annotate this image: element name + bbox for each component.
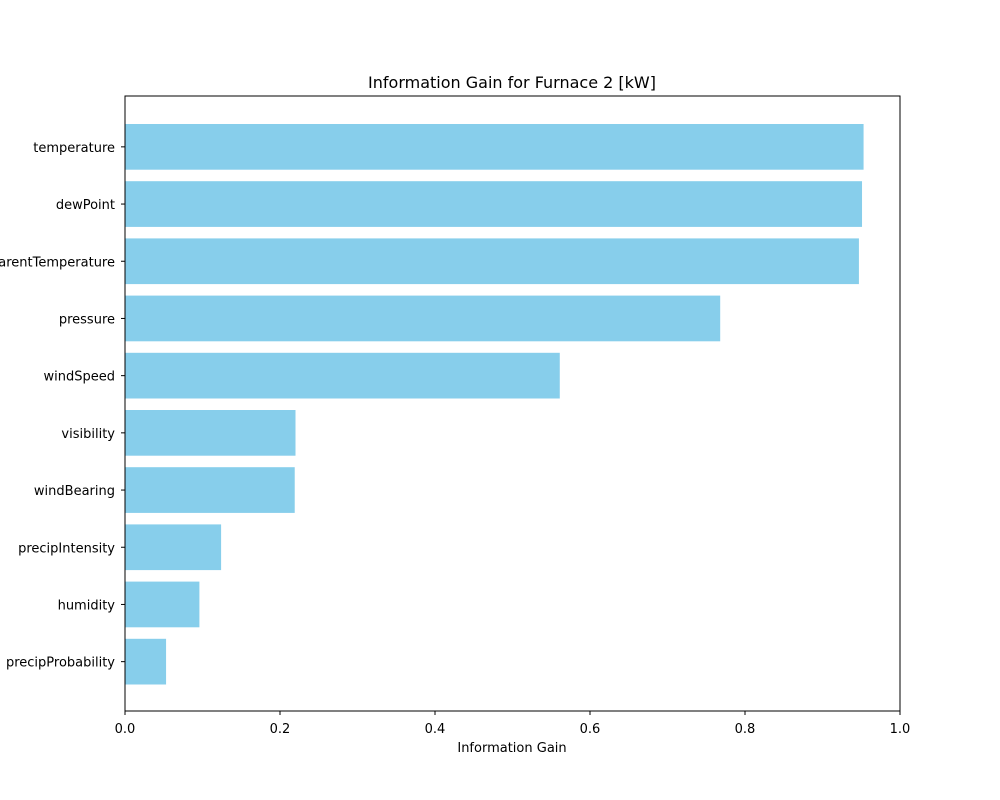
bar-precipProbability: [125, 638, 167, 685]
bars: [125, 124, 864, 685]
y-tick-label-temperature: temperature: [33, 141, 115, 156]
bar-humidity: [125, 581, 200, 628]
y-tick-label-visibility: visibility: [61, 427, 115, 442]
bar-apparentTemperature: [125, 238, 859, 285]
y-tick-label-dewPoint: dewPoint: [56, 198, 115, 213]
x-tick-label-5: 1.0: [890, 722, 911, 737]
y-axis-ticks: temperature dewPoint apparentTemperature pr…: [0, 141, 125, 671]
x-tick-label-4: 0.8: [735, 722, 756, 737]
x-axis-label: Information Gain: [457, 741, 566, 756]
x-tick-label-1: 0.2: [270, 722, 291, 737]
bar-temperature: [125, 124, 864, 170]
y-tick-label-pressure: pressure: [59, 312, 115, 327]
bar-windBearing: [125, 467, 295, 513]
bar-visibility: [125, 410, 296, 456]
x-tick-label-2: 0.4: [425, 722, 446, 737]
x-tick-label-0: 0.0: [115, 722, 136, 737]
bar-dewPoint: [125, 181, 863, 227]
bar-pressure: [125, 295, 721, 342]
x-tick-label-3: 0.6: [580, 722, 601, 737]
y-tick-label-apparentTemperature: apparentTemperature: [0, 255, 115, 270]
chart-title: Information Gain for Furnace 2 [kW]: [368, 73, 656, 92]
y-tick-label-humidity: humidity: [58, 598, 116, 613]
bar-precipIntensity: [125, 524, 222, 571]
bar-windSpeed: [125, 352, 560, 399]
x-axis-ticks: 0.0 0.2 0.4 0.6 0.8 1.0: [115, 711, 911, 737]
y-tick-label-precipIntensity: precipIntensity: [18, 541, 115, 556]
y-tick-label-windSpeed: windSpeed: [44, 370, 116, 385]
plot-frame: [124, 95, 901, 712]
y-tick-label-windBearing: windBearing: [34, 484, 115, 499]
y-tick-label-precipProbability: precipProbability: [6, 656, 115, 671]
